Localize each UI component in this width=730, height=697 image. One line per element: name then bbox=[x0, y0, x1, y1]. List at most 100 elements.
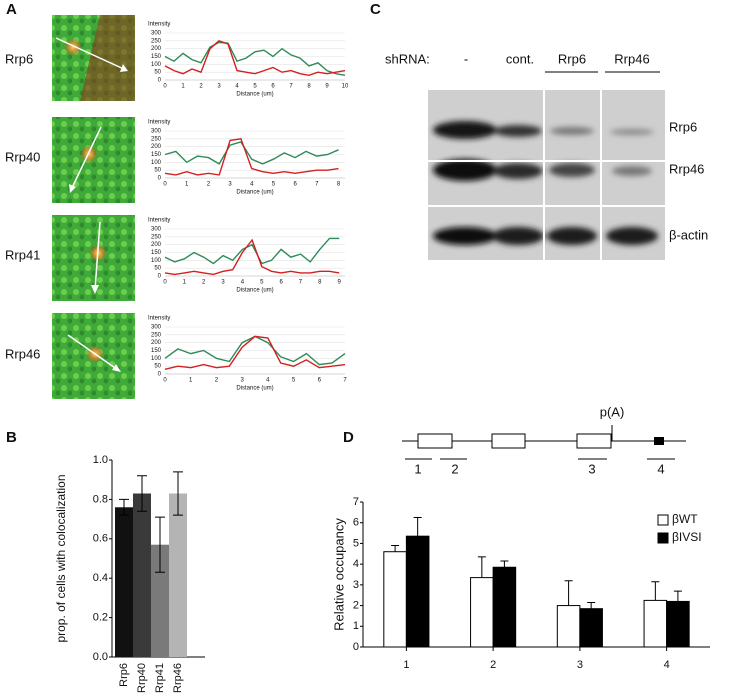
band bbox=[493, 163, 543, 179]
x-tick-label: Rrp40 bbox=[136, 663, 148, 693]
y-axis-title: prop. of cells with colocalization bbox=[54, 474, 68, 642]
lane-label: Rrp6 bbox=[558, 51, 586, 66]
y-tick-label: 200 bbox=[151, 144, 162, 150]
row-label: Rrp6 bbox=[5, 51, 33, 66]
bar bbox=[133, 493, 151, 657]
y-tick-label: 300 bbox=[151, 227, 162, 233]
error-bar bbox=[155, 516, 165, 573]
x-axis-title: Distance (um) bbox=[236, 190, 273, 196]
x-tick-label: 4 bbox=[235, 84, 239, 90]
y-tick-label: 150 bbox=[151, 250, 162, 256]
x-tick-label: 5 bbox=[272, 182, 276, 188]
x-tick-label: 2 bbox=[207, 182, 211, 188]
x-axis-title: Distance (um) bbox=[236, 386, 273, 392]
region-label: 4 bbox=[657, 461, 664, 476]
band bbox=[494, 125, 542, 137]
y-tick-label: 0 bbox=[158, 176, 162, 182]
colocalization-spot bbox=[64, 38, 82, 56]
x-tick-label: 9 bbox=[338, 280, 342, 286]
y-tick-label: 50 bbox=[154, 266, 161, 272]
y-tick-label: 50 bbox=[154, 168, 161, 174]
region-label: 1 bbox=[414, 461, 421, 476]
x-tick-label: 7 bbox=[315, 182, 319, 188]
x-tick-label: 5 bbox=[253, 84, 257, 90]
exon bbox=[576, 433, 612, 449]
y-tick-label: 7 bbox=[353, 496, 359, 508]
y-tick-label: 100 bbox=[151, 62, 162, 68]
y-tick-label: 100 bbox=[151, 356, 162, 362]
y-tick-label: 200 bbox=[151, 340, 162, 346]
x-tick-label: 3 bbox=[240, 378, 244, 384]
marker bbox=[654, 437, 664, 445]
row-label: β-actin bbox=[669, 227, 708, 242]
lane-label: Rrp46 bbox=[614, 51, 649, 66]
profile-line bbox=[164, 237, 340, 265]
x-tick-label: 0 bbox=[163, 280, 167, 286]
x-tick-label: 4 bbox=[241, 280, 245, 286]
x-tick-label: 1 bbox=[181, 84, 185, 90]
y-tick-label: 2 bbox=[353, 599, 359, 611]
arrow bbox=[94, 221, 101, 291]
arrow bbox=[55, 37, 127, 71]
arrow-head bbox=[69, 184, 76, 193]
separator bbox=[543, 90, 545, 260]
x-tick-label: 5 bbox=[292, 378, 296, 384]
x-tick-label: 6 bbox=[293, 182, 297, 188]
row-label: Rrp46 bbox=[5, 346, 40, 361]
x-tick-label: 1 bbox=[189, 378, 193, 384]
bar bbox=[405, 535, 430, 648]
region-label: 2 bbox=[451, 461, 458, 476]
y-tick-label: 150 bbox=[151, 54, 162, 60]
y-axis-title: Intensity bbox=[148, 316, 170, 322]
row-label: Rrp46 bbox=[669, 161, 704, 176]
x-tick-label: 4 bbox=[250, 182, 254, 188]
y-tick-label: 300 bbox=[151, 129, 162, 135]
y-tick-label: 3 bbox=[353, 579, 359, 591]
legend-swatch bbox=[657, 532, 669, 544]
band bbox=[433, 121, 497, 139]
profile-line bbox=[164, 141, 339, 165]
y-tick-label: 0 bbox=[158, 78, 162, 84]
gene-diagram bbox=[402, 425, 686, 460]
x-tick-label: 8 bbox=[337, 182, 341, 188]
panel-label: A bbox=[6, 1, 17, 18]
x-tick-label: 5 bbox=[260, 280, 264, 286]
error-bar bbox=[119, 498, 129, 516]
legend-label: βIVSI bbox=[672, 530, 702, 544]
y-tick-label: 50 bbox=[154, 364, 161, 370]
row-label: Rrp41 bbox=[5, 247, 40, 262]
y-tick-label: 5 bbox=[353, 537, 359, 549]
y-tick-label: 250 bbox=[151, 136, 162, 142]
x-tick-label: 3 bbox=[221, 280, 225, 286]
x-tick-label: 0 bbox=[163, 84, 167, 90]
arrow bbox=[67, 334, 119, 371]
y-tick-label: 4 bbox=[353, 558, 359, 570]
x-tick-label: 0 bbox=[163, 378, 167, 384]
y-tick-label: 0.4 bbox=[93, 572, 108, 584]
y-axis-title: Intensity bbox=[148, 22, 170, 28]
y-tick-label: 100 bbox=[151, 258, 162, 264]
band bbox=[492, 227, 544, 245]
error-bar bbox=[477, 556, 486, 578]
x-axis-title: Distance (um) bbox=[236, 92, 273, 98]
error-bar bbox=[173, 471, 183, 516]
y-tick-label: 100 bbox=[151, 160, 162, 166]
bar bbox=[579, 608, 603, 648]
y-axis-title: Intensity bbox=[148, 218, 170, 224]
blot-header: shRNA: bbox=[385, 51, 430, 66]
exon bbox=[417, 433, 453, 449]
x-tick-label: 6 bbox=[271, 84, 275, 90]
legend-label: βWT bbox=[672, 512, 698, 526]
band bbox=[606, 227, 658, 245]
separator bbox=[600, 90, 602, 260]
y-tick-label: 0 bbox=[158, 274, 162, 280]
lane-label: cont. bbox=[506, 51, 534, 66]
profile-line bbox=[164, 238, 340, 276]
arrow-head bbox=[112, 364, 121, 372]
y-axis-title: Relative occupancy bbox=[331, 518, 346, 631]
x-tick-label: 8 bbox=[318, 280, 322, 286]
error-bar bbox=[391, 545, 400, 552]
y-tick-label: 6 bbox=[353, 517, 359, 529]
band bbox=[549, 163, 595, 177]
